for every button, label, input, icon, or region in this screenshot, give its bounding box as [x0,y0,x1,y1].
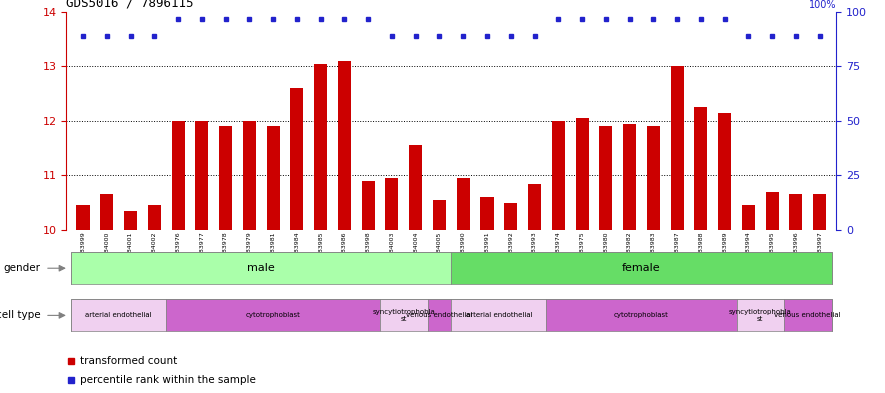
Bar [451,299,546,331]
Text: arterial endothelial: arterial endothelial [85,312,152,318]
Text: male: male [248,263,275,273]
Bar [718,113,731,230]
Bar [338,61,351,230]
Bar [789,195,803,230]
Bar [736,299,784,331]
Text: cytotrophoblast: cytotrophoblast [614,312,669,318]
Text: transformed count: transformed count [81,356,178,366]
Bar [362,181,374,230]
Bar [813,195,827,230]
Bar [457,178,470,230]
Bar [528,184,541,230]
Bar [219,126,232,230]
Bar [124,211,137,230]
Bar [71,299,166,331]
Bar [266,126,280,230]
Bar [71,252,451,284]
Bar [380,299,427,331]
Text: 100%: 100% [809,0,836,9]
Bar [481,197,494,230]
Bar [784,299,832,331]
Text: cell type: cell type [0,310,40,320]
Bar [551,121,565,230]
Bar [623,123,636,230]
Text: gender: gender [4,263,40,273]
Bar [451,252,832,284]
Bar [695,107,707,230]
Text: GDS5016 / 7896115: GDS5016 / 7896115 [66,0,194,9]
Text: syncytiotrophobla
st: syncytiotrophobla st [373,309,435,322]
Text: arterial endothelial: arterial endothelial [466,312,532,318]
Bar [647,126,660,230]
Bar [671,66,683,230]
Text: syncytiotrophobla
st: syncytiotrophobla st [729,309,792,322]
Bar [427,299,451,331]
Bar [148,206,161,230]
Bar [504,203,518,230]
Text: percentile rank within the sample: percentile rank within the sample [81,375,256,386]
Bar [166,299,380,331]
Text: female: female [622,263,661,273]
Bar [172,121,185,230]
Bar [314,64,327,230]
Bar [409,145,422,230]
Bar [100,195,113,230]
Bar [742,206,755,230]
Text: venous endothelial: venous endothelial [774,312,841,318]
Bar [575,118,589,230]
Text: cytotrophoblast: cytotrophoblast [246,312,301,318]
Bar [599,126,612,230]
Bar [766,192,779,230]
Bar [76,206,89,230]
Text: venous endothelial: venous endothelial [406,312,473,318]
Bar [196,121,208,230]
Bar [433,200,446,230]
Bar [290,88,304,230]
Bar [242,121,256,230]
Bar [385,178,398,230]
Bar [546,299,736,331]
